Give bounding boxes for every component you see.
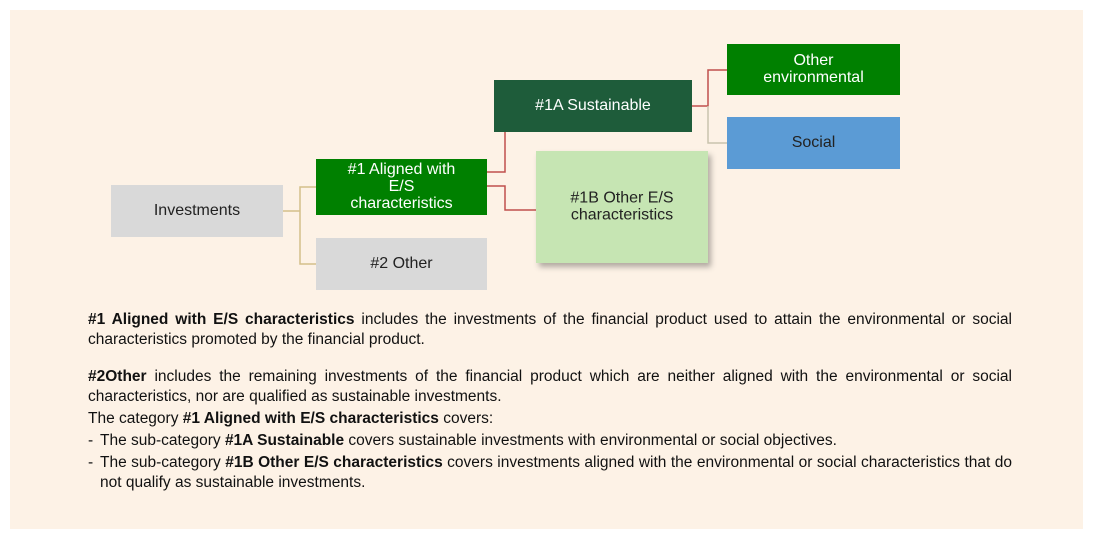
node-box (111, 185, 283, 237)
text-run: The sub-category (100, 432, 225, 449)
text-run: #2Other (88, 368, 147, 385)
node: Social (727, 117, 900, 169)
connector (487, 185, 536, 211)
connector (692, 69, 727, 107)
diagram: Investments#1 Aligned withE/Scharacteris… (111, 44, 900, 290)
text-run: #1B Other E/S characteristics (225, 454, 443, 471)
node-label: environmental (763, 69, 864, 86)
node-label: characteristics (571, 207, 673, 224)
text-run: covers: (438, 410, 494, 427)
bullet: - The sub-category #1B Other E/S characte… (88, 453, 1012, 493)
paragraph: The category #1 Aligned with E/S charact… (88, 409, 1012, 429)
node: Investments (111, 185, 283, 237)
text-run: covers sustainable investments with envi… (344, 432, 837, 449)
bullet-text: The sub-category #1B Other E/S character… (100, 453, 1012, 493)
description: #1 Aligned with E/S characteristics incl… (88, 310, 1012, 495)
text-run: #1A Sustainable (224, 432, 345, 449)
node-label: #1B Other E/S (570, 190, 673, 207)
node: #1A Sustainable (494, 80, 692, 132)
connector (283, 186, 316, 265)
bullet-marker: - (88, 432, 94, 449)
node-label: Other (793, 52, 834, 69)
page: Investments #1 Aligned with E/S characteris… (10, 10, 1083, 529)
node-box (727, 117, 900, 169)
node-label: #1A Sustainable (535, 97, 651, 114)
paragraph: #1 Aligned with E/S characteristics incl… (88, 310, 1012, 350)
node-label: E/S (389, 178, 415, 195)
paragraph: #2Other includes the remaining investmen… (88, 367, 1012, 407)
node-box (316, 238, 487, 290)
node-box (316, 159, 487, 215)
text-run: includes the remaining investments of th… (88, 368, 1012, 405)
text-run: #1 Aligned with E/S characteristics (182, 410, 439, 427)
text-run: covers investments aligned with the envi… (100, 454, 1012, 491)
node-label: Investments (154, 202, 240, 219)
node-label: #2 Other (370, 255, 433, 272)
text-run: includes the investments of the financia… (88, 311, 1012, 348)
text-run: The sub-category (100, 454, 226, 471)
node-label: #1 Aligned with (348, 161, 456, 178)
node: #2 Other (316, 238, 487, 290)
node-box (727, 44, 900, 95)
text-run: #1 Aligned with E/S characteristics (88, 311, 355, 328)
node-label: Social (792, 134, 836, 151)
node-label: characteristics (350, 195, 452, 212)
bullet-marker: - (88, 454, 94, 471)
bullet-text: The sub-category #1A Sustainable covers … (100, 431, 837, 451)
connector (707, 106, 727, 144)
node-box (494, 80, 692, 132)
node-box (536, 151, 708, 263)
bullet: - The sub-category #1A Sustainable covers… (88, 431, 1012, 451)
text-run: The category (88, 410, 183, 427)
